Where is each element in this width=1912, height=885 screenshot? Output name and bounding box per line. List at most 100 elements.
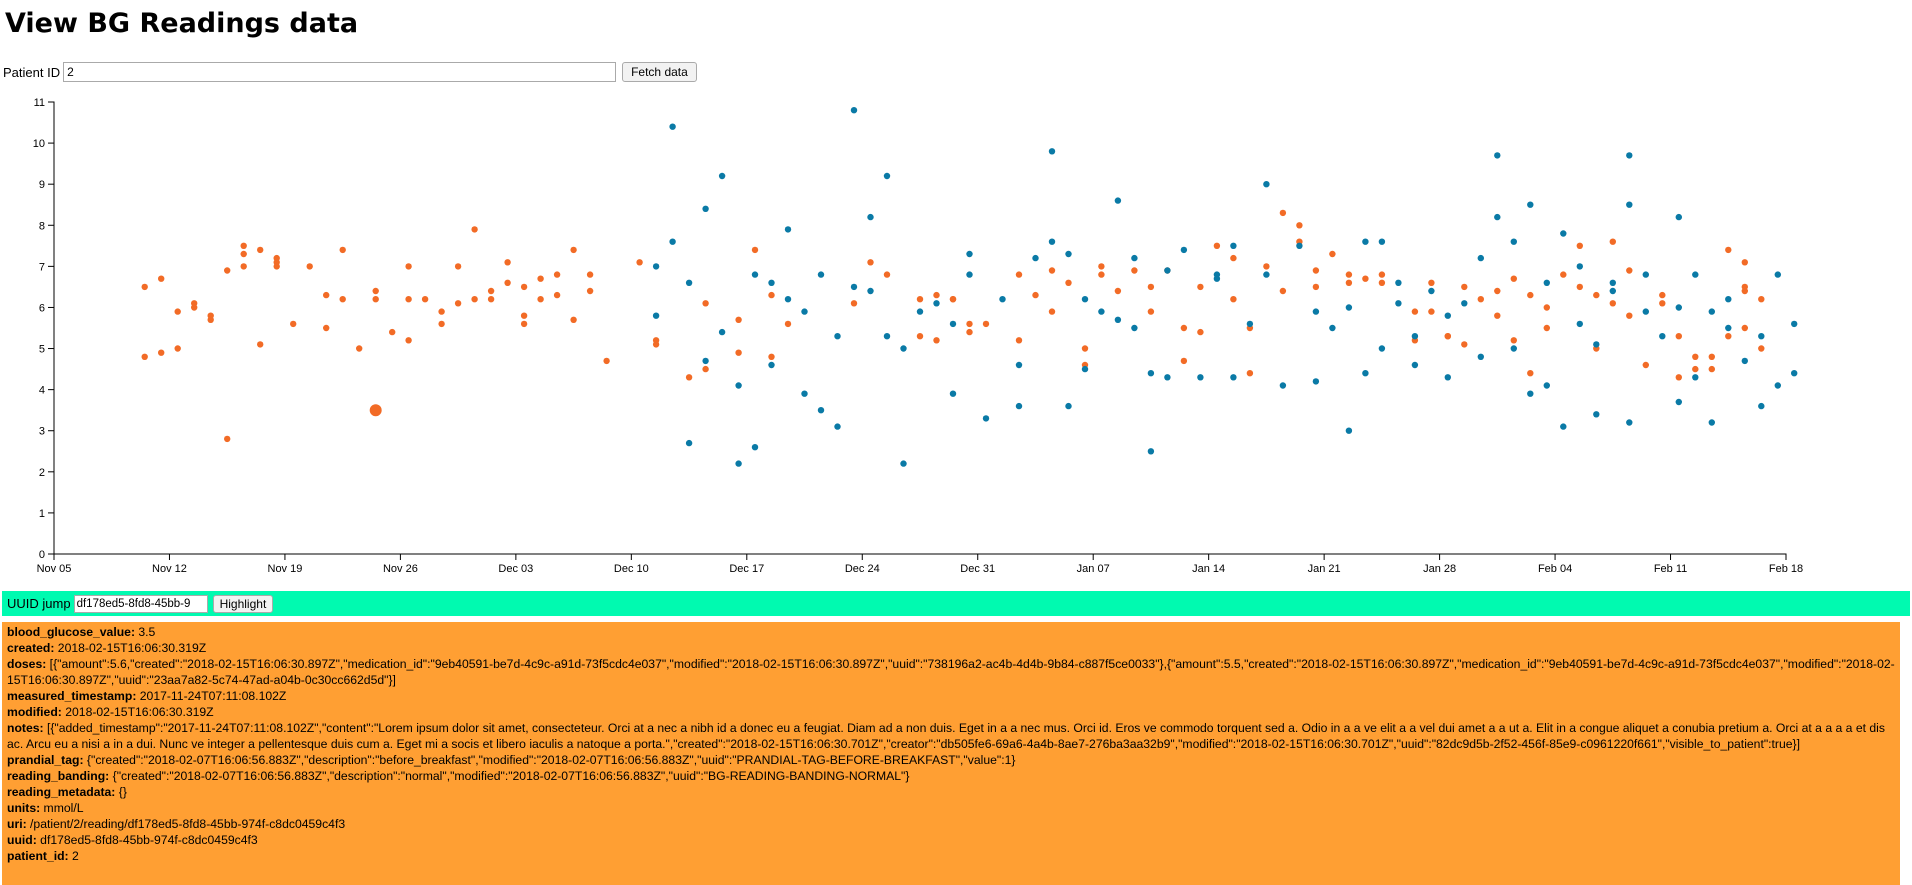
- detail-value: 2017-11-24T07:11:08.102Z: [136, 689, 287, 703]
- y-tick-label: 10: [33, 138, 45, 150]
- data-point: [1725, 324, 1732, 332]
- data-point: [1659, 300, 1666, 307]
- data-point: [900, 345, 907, 352]
- y-tick-label: 2: [39, 467, 45, 479]
- data-point: [1675, 333, 1683, 340]
- detail-value: {"created":"2018-02-07T16:06:56.883Z","d…: [109, 769, 910, 783]
- data-point: [1197, 283, 1204, 291]
- data-point: [273, 259, 280, 266]
- data-point: [1180, 324, 1188, 332]
- data-point: [1708, 365, 1716, 373]
- data-point: [1428, 287, 1435, 295]
- detail-key: blood_glucose_value:: [7, 625, 135, 639]
- data-point: [339, 296, 346, 303]
- data-point: [1164, 374, 1171, 381]
- data-point: [405, 263, 412, 270]
- data-point: [1708, 308, 1716, 315]
- detail-row: created: 2018-02-15T16:06:30.319Z: [7, 640, 1895, 656]
- data-point: [768, 361, 775, 369]
- data-point: [1312, 378, 1320, 385]
- data-point: [1494, 287, 1501, 295]
- data-point: [768, 353, 775, 360]
- data-point: [141, 353, 148, 360]
- detail-key: uuid:: [7, 833, 37, 847]
- x-tick-label: Dec 03: [498, 563, 533, 575]
- data-point: [1593, 411, 1600, 418]
- data-point: [570, 316, 577, 323]
- data-point: [537, 275, 544, 282]
- data-point: [1032, 254, 1039, 262]
- highlight-button[interactable]: Highlight: [212, 594, 274, 613]
- data-point: [1213, 271, 1221, 278]
- data-point: [487, 296, 495, 303]
- data-point: [1774, 271, 1782, 278]
- data-point: [1692, 374, 1699, 381]
- detail-value: [{"amount":5.6,"created":"2018-02-15T16:…: [7, 657, 1895, 687]
- data-point: [537, 296, 544, 303]
- data-point: [1081, 296, 1089, 303]
- detail-row: uri: /patient/2/reading/df178ed5-8fd8-45…: [7, 816, 1895, 832]
- data-point: [949, 390, 957, 397]
- data-point: [454, 263, 462, 270]
- data-point: [1428, 279, 1435, 286]
- data-point: [1791, 320, 1798, 328]
- data-point: [1510, 238, 1518, 245]
- data-point: [1098, 308, 1105, 315]
- data-point: [306, 263, 313, 270]
- detail-key: prandial_tag:: [7, 753, 84, 767]
- x-axis: Nov 05 Nov 12 Nov 19 Nov 26 Dec 03 Dec 10 Dec …: [37, 553, 1803, 575]
- detail-key: created:: [7, 641, 55, 655]
- x-tick-label: Nov 12: [152, 563, 187, 575]
- data-point: [586, 271, 594, 278]
- data-point: [1015, 402, 1023, 410]
- detail-row: measured_timestamp: 2017-11-24T07:11:08.…: [7, 688, 1895, 704]
- highlighted-data-point: [369, 404, 382, 417]
- detail-value: 3.5: [135, 625, 156, 639]
- detail-row: patient_id: 2: [7, 848, 1895, 864]
- data-point: [751, 271, 759, 278]
- data-point: [1758, 402, 1765, 410]
- patient-id-input[interactable]: [63, 62, 617, 82]
- detail-value: /patient/2/reading/df178ed5-8fd8-45bb-97…: [26, 817, 346, 831]
- data-point: [834, 333, 841, 340]
- data-point: [1048, 238, 1056, 245]
- data-point: [504, 279, 511, 286]
- data-point: [240, 250, 247, 258]
- data-point: [174, 345, 181, 352]
- data-point: [224, 267, 231, 274]
- data-point: [1494, 152, 1501, 159]
- data-point: [339, 246, 346, 254]
- data-point: [520, 283, 528, 291]
- data-point: [1345, 304, 1353, 311]
- data-point: [949, 320, 957, 328]
- data-point: [784, 296, 792, 303]
- data-point: [966, 320, 973, 328]
- y-tick-label: 4: [39, 385, 45, 397]
- data-point: [1395, 300, 1402, 307]
- data-point: [1659, 291, 1666, 299]
- data-point: [702, 365, 709, 373]
- data-point: [1774, 382, 1782, 389]
- data-point: [669, 238, 676, 245]
- data-point: [1477, 353, 1485, 360]
- data-point: [966, 271, 973, 278]
- data-point: [1527, 370, 1534, 377]
- fetch-data-button[interactable]: Fetch data: [622, 62, 697, 82]
- data-point: [1626, 267, 1633, 274]
- data-point: [240, 263, 247, 270]
- patient-id-label: Patient ID: [3, 64, 61, 80]
- data-point: [323, 291, 330, 299]
- data-point: [933, 291, 940, 299]
- data-point: [1230, 374, 1237, 381]
- uuid-jump-input[interactable]: [73, 594, 208, 613]
- data-point: [1543, 324, 1551, 332]
- data-point: [405, 337, 412, 344]
- data-point: [1741, 259, 1749, 266]
- detail-key: modified:: [7, 705, 62, 719]
- data-point: [240, 242, 247, 249]
- data-point: [784, 226, 792, 233]
- data-point: [1378, 279, 1386, 286]
- data-point: [487, 287, 495, 295]
- data-point: [1444, 312, 1452, 319]
- data-point: [652, 312, 660, 319]
